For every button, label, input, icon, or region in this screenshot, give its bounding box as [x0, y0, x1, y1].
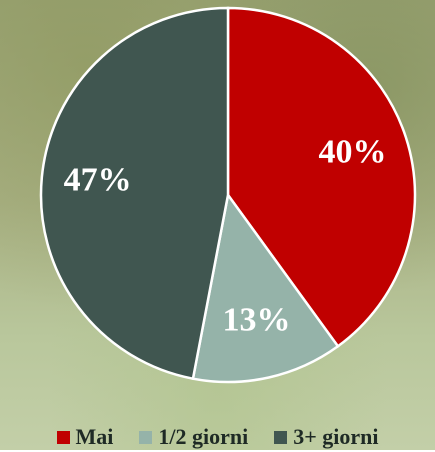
value-label: 13% [223, 302, 291, 339]
value-label: 40% [318, 133, 386, 170]
legend-swatch [274, 431, 287, 444]
legend-item: 1/2 giorni [139, 422, 248, 452]
legend-item: 3+ giorni [274, 422, 378, 452]
legend-swatch [57, 431, 70, 444]
value-label: 47% [64, 161, 132, 198]
screen: 40% 13% 47% Mai 1/2 giorni 3+ giorni [0, 0, 435, 450]
legend-label: 3+ giorni [293, 424, 378, 450]
chart: 40% 13% 47% [0, 0, 435, 420]
legend-label: Mai [76, 424, 114, 450]
legend-item: Mai [57, 422, 114, 452]
legend-label: 1/2 giorni [158, 424, 248, 450]
legend: Mai 1/2 giorni 3+ giorni [0, 422, 435, 452]
legend-swatch [139, 431, 152, 444]
